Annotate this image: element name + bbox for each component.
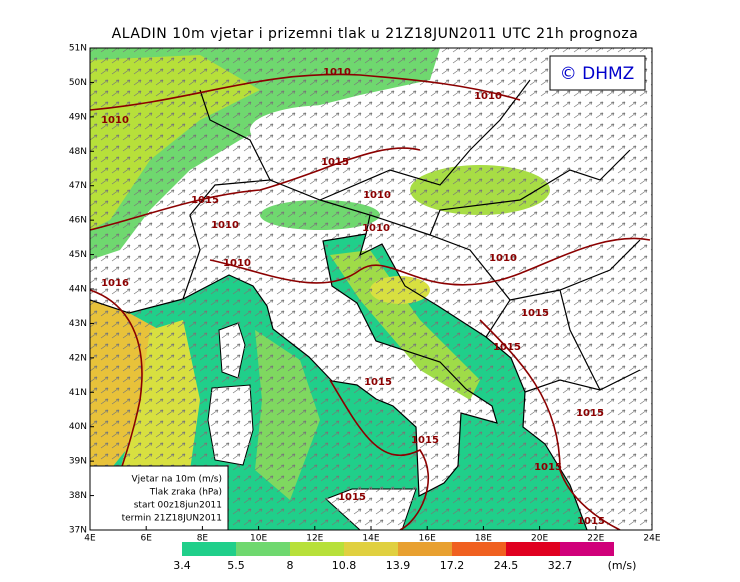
colorbar-unit: (m/s) [608,559,637,572]
lat-label: 47N [69,181,87,191]
colorbar-segment [182,542,236,556]
copyright: © DHMZ [560,64,635,84]
legend-line: start 00z18jun2011 [134,501,222,511]
isobar-label: 1015 [534,462,562,473]
colorbar-segment [560,542,614,556]
lat-label: 38N [69,491,87,501]
legend-box [89,465,229,531]
colorbar-label: 5.5 [227,559,245,572]
lat-label: 42N [69,353,87,363]
colorbar-label: 24.5 [494,559,519,572]
lon-label: 14E [362,534,379,544]
lon-label: 8E [197,534,209,544]
colorbar-label: 17.2 [440,559,465,572]
lat-label: 46N [69,216,87,226]
isobar-label: 1015 [576,408,604,419]
lat-label: 43N [69,319,87,329]
colorbar-label: 32.7 [548,559,573,572]
lon-label: 16E [419,534,436,544]
copyright-box [549,55,646,91]
lat-label: 40N [69,422,87,432]
isobar-label: 1015 [577,516,605,527]
isobar-label: 1010 [363,190,391,201]
legend-line: Tlak zraka (hPa) [149,488,222,498]
colorbar-label: 8 [287,559,294,572]
lat-label: 45N [69,250,87,260]
lat-label: 51N [69,44,87,54]
isobar-label: 1015 [321,157,349,168]
lat-label: 41N [69,388,87,398]
colorbar-label: 3.4 [173,559,191,572]
lon-label: 20E [531,534,548,544]
lon-label: 18E [475,534,492,544]
isobar-label: 1015 [338,492,366,503]
isobar-label: 1010 [474,91,502,102]
isobar [90,73,651,530]
colorbar-segment [452,542,506,556]
isobar-label: 1010 [223,258,251,269]
lon-label: 12E [306,534,323,544]
lon-label: 22E [587,534,604,544]
isobar-label: 1010 [362,223,390,234]
lat-label: 37N [69,526,87,536]
lat-label: 50N [69,78,87,88]
lat-label: 49N [69,112,87,122]
lat-label: 44N [69,285,87,295]
isobar-label: 1015 [521,308,549,319]
isobar-label: 1015 [411,435,439,446]
map-area [90,48,652,530]
isobar-label: 1015 [364,377,392,388]
lat-label: 39N [69,457,87,467]
border [182,79,641,393]
wind-arrows [90,48,652,530]
lon-label: 24E [643,534,660,544]
colorbar-segment [506,542,560,556]
lon-label: 4E [84,534,96,544]
isobar-label: 1010 [101,115,129,126]
isobar-label: 1010 [489,253,517,264]
colorbar-segment [290,542,344,556]
legend-line: Vjetar na 10m (m/s) [132,475,222,485]
lat-label: 48N [69,147,87,157]
isobar-label: 1010 [323,67,351,78]
lon-label: 10E [250,534,267,544]
colorbar-segment [398,542,452,556]
colorbar-segment [344,542,398,556]
legend-line: termin 21Z18JUN2011 [122,514,222,524]
isobar-label: 1010 [211,220,239,231]
isobar-label: 1015 [191,195,219,206]
colorbar-label: 10.8 [332,559,357,572]
colorbar-label: 13.9 [386,559,411,572]
title: ALADIN 10m vjetar i prizemni tlak u 21Z1… [112,26,639,42]
lon-label: 6E [140,534,152,544]
isobar-label: 1015 [493,342,521,353]
colorbar-segment [236,542,290,556]
isobar-label: 1016 [101,278,129,289]
